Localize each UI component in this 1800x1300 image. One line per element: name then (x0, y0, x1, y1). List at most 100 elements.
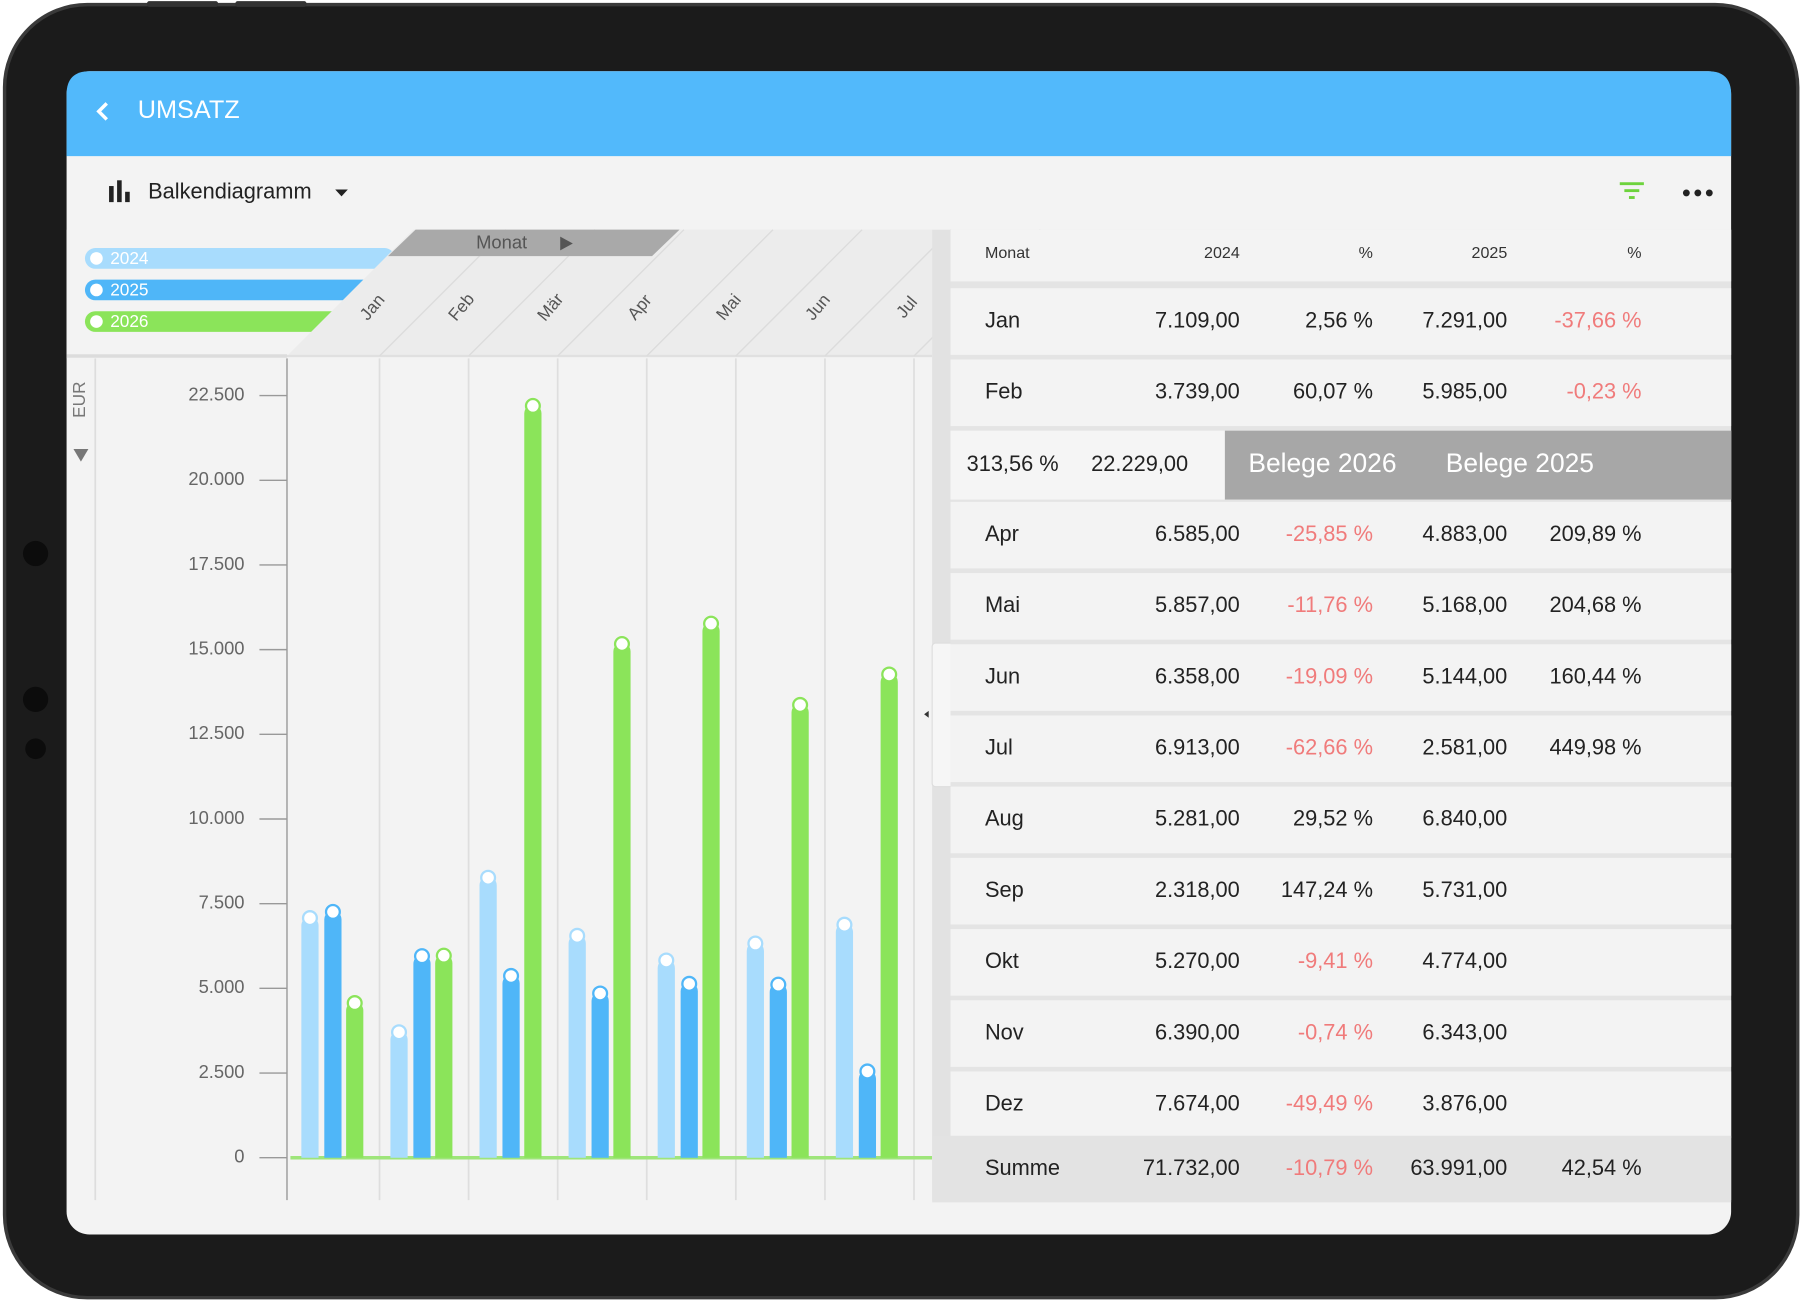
table-cell: 147,24 % (1281, 877, 1373, 902)
bar-marker (770, 976, 787, 993)
y-tick-label: 2.500 (199, 1061, 245, 1082)
table-cell: 5.144,00 (1422, 663, 1507, 688)
table-cell: -0,23 % (1566, 379, 1641, 404)
table-cell: 5.985,00 (1422, 379, 1507, 404)
table-cell: 2.581,00 (1422, 735, 1507, 760)
table-cell: 29,52 % (1293, 806, 1373, 831)
column-header: 2025 (1472, 244, 1508, 262)
y-tick-label: 22.500 (188, 383, 244, 404)
table-cell: 60,07 % (1293, 379, 1373, 404)
bar-marker (346, 995, 363, 1012)
y-axis-menu[interactable] (73, 449, 89, 462)
bar (791, 703, 809, 1158)
bar-marker (836, 916, 853, 933)
column-header: Monat (985, 244, 1030, 262)
bar (835, 923, 854, 1158)
y-tick-label: 17.500 (188, 553, 244, 574)
column-header: % (1359, 244, 1373, 262)
table-cell: 449,98 % (1549, 735, 1641, 760)
table-cell: 5.168,00 (1422, 592, 1507, 617)
bar-marker (301, 910, 318, 927)
legend-label: 2024 (110, 248, 149, 268)
bar-marker (792, 696, 809, 714)
bar-marker (658, 952, 675, 969)
view-selector[interactable]: Balkendiagramm (109, 179, 348, 204)
bar (346, 1001, 364, 1158)
bar-marker (524, 397, 541, 414)
table-row (950, 644, 1732, 711)
table-cell: 2.318,00 (1155, 877, 1240, 902)
more-button[interactable] (1682, 189, 1713, 197)
table-cell: 3.876,00 (1422, 1091, 1507, 1116)
table-cell: Jan (985, 307, 1020, 332)
table-cell: 63.991,00 (1410, 1155, 1507, 1180)
x-axis-header[interactable]: Monat (388, 229, 680, 257)
table-cell: Nov (985, 1019, 1024, 1044)
bar-marker (503, 967, 520, 985)
bar (680, 982, 698, 1158)
y-tick-label: 10.000 (188, 807, 244, 828)
overlay-button[interactable]: Belege 2026 (1248, 448, 1396, 478)
table-cell: 2,56 % (1305, 307, 1373, 332)
category-header (286, 229, 933, 357)
header-tab (388, 229, 680, 257)
table-cell: 6.585,00 (1155, 521, 1240, 546)
back-button[interactable] (96, 102, 108, 121)
header-separator (557, 229, 685, 357)
y-tick-label: 12.500 (188, 722, 244, 743)
bar-marker (324, 903, 341, 920)
table-cell: 4.774,00 (1422, 948, 1507, 973)
bar-marker (881, 666, 898, 683)
table-cell: -25,85 % (1286, 521, 1373, 546)
x-axis-label: Monat (476, 231, 527, 252)
bar-marker (747, 935, 764, 952)
table-row (950, 359, 1732, 427)
table-cell: Jun (985, 663, 1020, 688)
y-tick-label: 15.000 (188, 637, 244, 658)
table-cell: 4.883,00 (1422, 521, 1507, 546)
bar-marker (681, 975, 698, 992)
table-cell: 5.857,00 (1155, 592, 1240, 617)
legend-item[interactable]: 2025 (84, 279, 395, 301)
legend-label: 2026 (110, 311, 148, 331)
table: Monat 2024% 2025 % Jan 7.109,00 2,56 % 7.291,00… (932, 229, 1732, 1203)
table-cell: 7.674,00 (1155, 1091, 1240, 1116)
table-cell: Aug (985, 806, 1024, 831)
device-button (146, 1, 219, 7)
table-cell: 6.840,00 (1422, 806, 1507, 831)
bar (657, 959, 675, 1158)
table-cell: -9,41 % (1298, 948, 1373, 973)
table-cell: 7.291,00 (1422, 307, 1507, 332)
table-cell: Okt (985, 948, 1019, 973)
table-cell: 71.732,00 (1143, 1155, 1240, 1180)
bar (524, 404, 542, 1158)
bar (479, 876, 497, 1158)
bar (880, 673, 898, 1158)
bar (435, 954, 453, 1158)
table-header (950, 229, 1732, 282)
bar (746, 942, 764, 1158)
bar (591, 992, 609, 1158)
table-row (950, 929, 1732, 996)
table-cell: Mai (985, 592, 1020, 617)
device-sensor (22, 540, 49, 567)
legend-item[interactable]: 2024 (84, 248, 395, 269)
y-tick-label: 7.500 (199, 892, 245, 913)
overlay-actions (1224, 430, 1732, 500)
table-cell: Sep (985, 877, 1024, 902)
table-cell: 3.739,00 (1155, 379, 1240, 404)
filter-button[interactable] (1619, 182, 1644, 199)
bar-marker (569, 927, 586, 944)
overlay-button[interactable]: Belege 2025 (1446, 448, 1594, 478)
device-sensor (22, 686, 49, 713)
header-separator (824, 229, 952, 357)
bar (390, 1031, 408, 1158)
table-cell: -0,74 % (1298, 1019, 1373, 1044)
bar (769, 983, 787, 1158)
table-cell: Summe (985, 1155, 1060, 1180)
bar (568, 934, 586, 1158)
dropdown-arrow (335, 189, 348, 197)
bar (702, 622, 720, 1158)
